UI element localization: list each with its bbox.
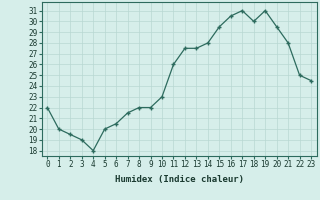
X-axis label: Humidex (Indice chaleur): Humidex (Indice chaleur) [115,175,244,184]
